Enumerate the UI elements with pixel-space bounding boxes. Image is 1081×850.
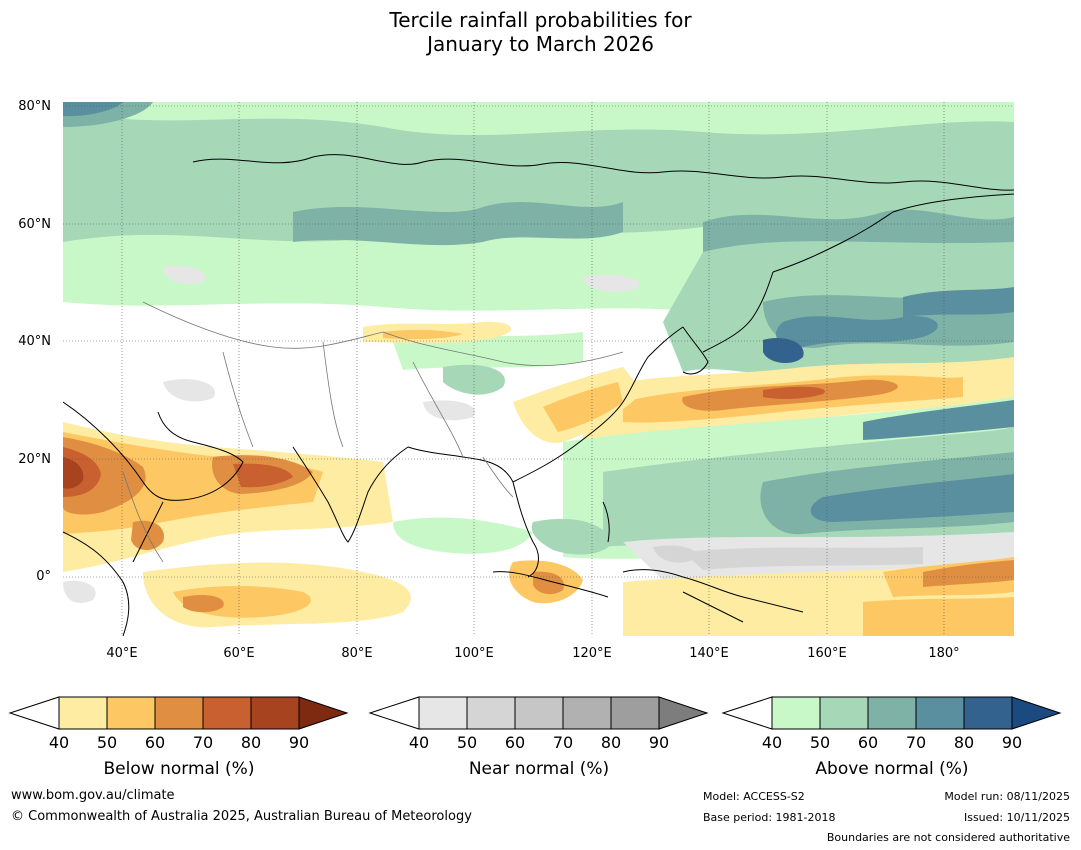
rainfall-region [63,112,1014,242]
rainfall-region [763,337,804,364]
near-tick-70: 70 [552,733,574,752]
rainfall-region [393,517,533,554]
website-link[interactable]: www.bom.gov.au/climate [11,788,175,803]
base-period-text: Base period: 1981-2018 [703,811,836,824]
below-tick-50: 50 [96,733,118,752]
rainfall-region [63,457,84,489]
lat-tick-80n: 80°N [18,99,51,114]
map-svg [63,102,1014,636]
near-tick-60: 60 [504,733,526,752]
disclaimer-text: Boundaries are not considered authoritat… [826,831,1070,844]
lon-tick-120e: 120°E [572,646,612,661]
copyright-text: © Commonwealth of Australia 2025, Austra… [11,809,472,824]
colorbar-near-normal [368,696,709,730]
rainfall-region [531,518,613,555]
rainfall-region [163,379,215,402]
lat-tick-60n: 60°N [18,217,51,232]
lon-tick-140e: 140°E [689,646,729,661]
rainfall-region [163,265,206,285]
colorbar-above-normal [721,696,1062,730]
lat-tick-0: 0° [36,569,51,584]
rainfall-region [383,329,463,340]
rainfall-region [583,274,640,293]
rainfall-region [543,382,623,432]
model-run-text: Model run: 08/11/2025 [944,790,1070,803]
below-tick-60: 60 [144,733,166,752]
rainfall-region [763,386,825,399]
country-borders [122,301,624,563]
rainfall-region [923,560,1014,587]
issued-text: Issued: 10/11/2025 [963,811,1070,824]
above-tick-40: 40 [761,733,783,752]
rainfall-region [63,102,123,117]
rainfall-region [63,580,96,603]
above-normal-label: Above normal (%) [815,759,969,779]
lon-tick-180: 180° [928,646,960,661]
rainfall-region [233,463,293,488]
lon-tick-160e: 160°E [807,646,847,661]
title-line-2: January to March 2026 [427,32,654,56]
rainfall-region [863,400,1014,440]
lon-tick-60e: 60°E [223,646,255,661]
above-tick-70: 70 [905,733,927,752]
graticule [63,102,1014,636]
rainfall-region [443,364,505,395]
lon-tick-100e: 100°E [454,646,494,661]
near-tick-80: 80 [600,733,622,752]
rainfall-region [810,474,1014,522]
above-tick-60: 60 [857,733,879,752]
below-normal-label: Below normal (%) [103,759,255,779]
below-tick-70: 70 [192,733,214,752]
rainfall-region [775,316,938,348]
rainfall-region [653,545,696,563]
near-tick-90: 90 [648,733,670,752]
below-tick-90: 90 [288,733,310,752]
lon-tick-80e: 80°E [341,646,373,661]
above-tick-50: 50 [809,733,831,752]
above-tick-80: 80 [953,733,975,752]
rainfall-region [293,202,623,246]
near-normal-label: Near normal (%) [468,759,610,779]
rainfall-region [683,547,923,570]
rainfall-region [183,595,224,613]
chart-title: Tercile rainfall probabilities for Janua… [0,8,1081,56]
colorbar-below-normal [8,696,349,730]
lat-tick-20n: 20°N [18,452,51,467]
below-tick-40: 40 [48,733,70,752]
colorbars-svg [8,696,1062,730]
lon-tick-40e: 40°E [106,646,138,661]
below-tick-80: 80 [240,733,262,752]
rainfall-region [63,432,323,534]
near-tick-50: 50 [456,733,478,752]
rainfall-region [63,252,703,312]
near-tick-40: 40 [408,733,430,752]
rainfall-probability-map [63,102,1014,636]
lat-tick-40n: 40°N [18,334,51,349]
rainfall-region [903,287,1014,317]
above-tick-90: 90 [1001,733,1023,752]
rainfall-region [863,597,1014,636]
model-text: Model: ACCESS-S2 [703,790,805,803]
title-line-1: Tercile rainfall probabilities for [389,8,692,32]
coastlines [63,154,1014,636]
